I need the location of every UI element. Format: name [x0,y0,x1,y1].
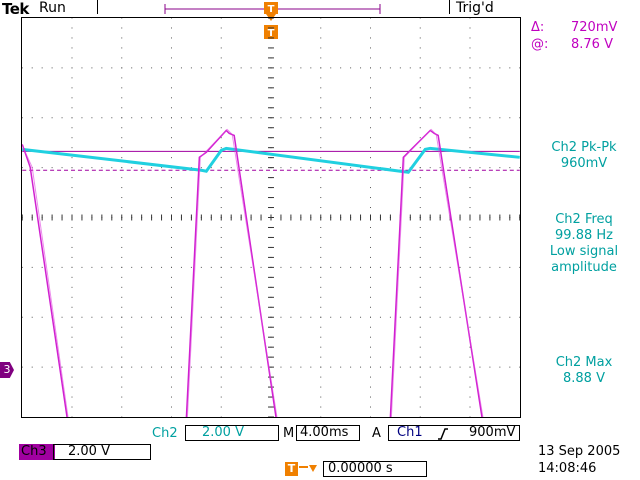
ch2-label: Ch2 [152,426,178,441]
trigger-position-value: 0.00000 s [328,461,393,476]
measurement-pkpk[interactable]: Ch2 Pk-Pk 960mV [524,140,640,172]
trigger-mode: A [372,426,381,441]
measurement-label: Ch2 Max [555,355,613,370]
measurement-max[interactable]: Ch2 Max 8.88 V [524,355,640,387]
cursor-at-label: @: [531,37,549,52]
trigger-status: Trig'd [456,0,494,16]
waveform-display [21,17,521,418]
trigger-level: 900mV [469,425,516,440]
measurement-freq[interactable]: Ch2 Freq 99.88 Hz Low signal amplitude [524,212,640,276]
ch2-waveform [22,146,520,174]
graticule [22,18,520,417]
svg-text:T: T [268,28,275,39]
trigger-point-icon [264,25,278,39]
timebase-label: M [283,426,295,441]
measurement-label: Ch2 Pk-Pk [551,140,617,155]
ch3-waveform [22,129,483,417]
timebase-value: 4.00ms [300,425,349,440]
trigger-source: Ch1 [397,425,423,440]
trigger-marker-icon: T [285,462,298,476]
ch3-scale-field[interactable]: 2.00 V [53,444,151,460]
measurement-value: 960mV [560,156,608,171]
cursor-delta-value: 720mV [571,20,618,35]
ch3-scale-value: 2.00 V [68,444,110,459]
cursor-at-value: 8.76 V [571,37,613,52]
rising-edge-icon [438,428,448,440]
trigger-field[interactable]: Ch1 900mV [388,425,520,441]
ch2-scale-field[interactable]: 2.00 V [185,425,279,441]
ch2-scale-value: 2.00 V [202,425,244,440]
trigger-position-icon [264,2,278,14]
measurement-value: 99.88 Hz [555,228,613,243]
acquisition-status: Run [39,0,66,16]
divider [449,0,450,14]
measurement-note-line2: amplitude [551,260,617,275]
ch3-ground-marker[interactable]: 3 [0,362,14,378]
measurement-note-line1: Low signal [549,244,619,259]
arrow-right-icon [299,465,317,472]
svg-text:T: T [268,4,275,15]
measurement-label: Ch2 Freq [555,212,613,227]
time-readout: 14:08:46 [538,461,597,476]
measurement-value: 8.88 V [563,371,605,386]
date-readout: 13 Sep 2005 [538,444,621,459]
ch3-label: Ch3 [19,444,55,460]
timebase-field[interactable]: 4.00ms [296,425,360,441]
divider [97,0,98,14]
brand-logo: Tek [2,0,29,18]
trigger-position-field[interactable]: 0.00000 s [323,461,427,477]
cursor-delta-label: Δ: [531,20,545,35]
